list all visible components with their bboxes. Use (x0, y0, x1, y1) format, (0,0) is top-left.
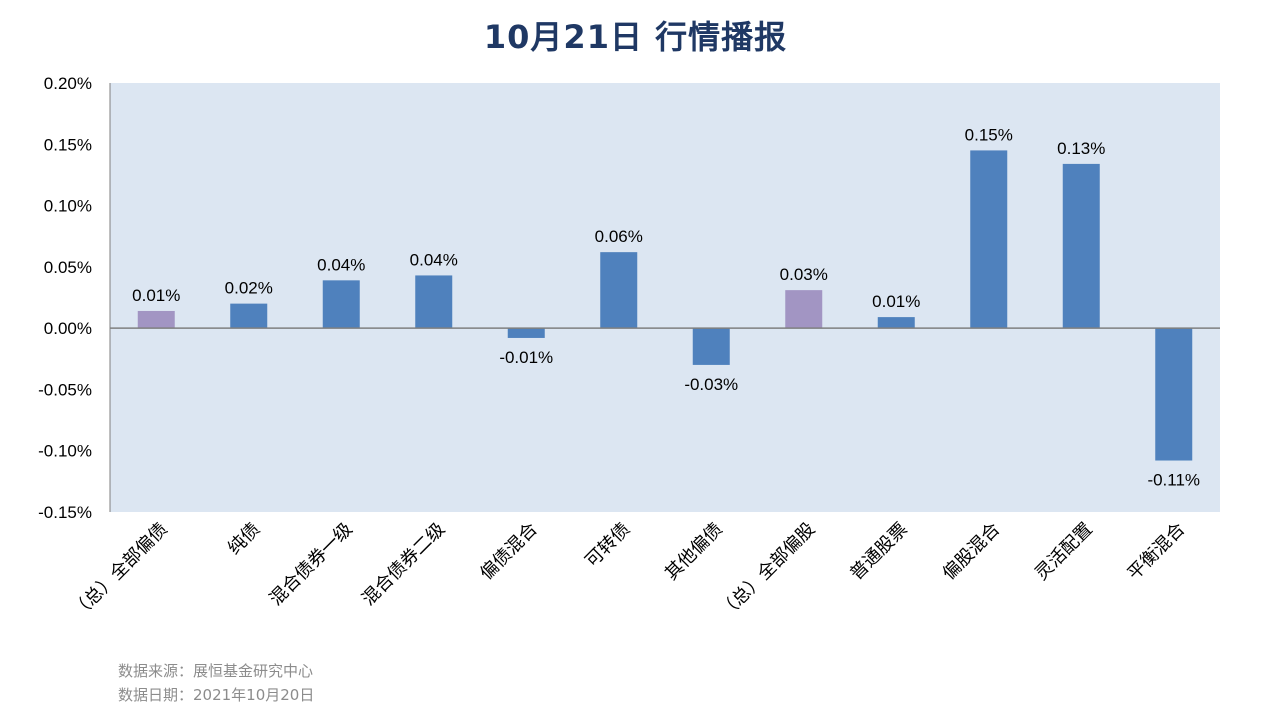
x-tick-label: 混合债券二级 (358, 519, 449, 610)
x-tick-label: 偏债混合 (476, 519, 542, 585)
x-tick-label: 可转债 (581, 519, 634, 572)
x-tick-label: （总）全部偏债 (68, 519, 172, 623)
data-label: -0.11% (1147, 471, 1200, 490)
y-tick-label: -0.15% (38, 503, 92, 522)
bars (137, 150, 1193, 461)
x-axis-labels: （总）全部偏债 纯债 混合债券一级 混合债券二级 偏债混合 可转债 其他偏债（总）全部偏股普… (68, 519, 1189, 623)
x-tick-label: 灵活配置 (1031, 519, 1097, 585)
y-tick-label: 0.20% (44, 74, 92, 93)
x-tick-label: 平衡混合 (1124, 519, 1190, 585)
bar (230, 303, 268, 329)
bar (137, 310, 175, 329)
bar (785, 290, 823, 329)
y-tick-label: -0.05% (38, 380, 92, 399)
data-label: 0.01% (132, 286, 180, 305)
x-tick-label: 其他偏债 (661, 519, 727, 585)
y-axis-ticks: 0.20% 0.15% 0.10% 0.05% 0.00% -0.05% -0.10% -0.… (38, 74, 92, 522)
data-label: 0.03% (780, 265, 828, 284)
bar (415, 275, 453, 329)
bar-chart: 0.20% 0.15% 0.10% 0.05% 0.00% -0.05% -0.10% -0.… (38, 74, 1220, 623)
y-tick-label: -0.10% (38, 442, 92, 461)
data-label: 0.15% (965, 125, 1013, 144)
data-label: -0.03% (684, 375, 738, 394)
y-tick-label: 0.00% (44, 319, 92, 338)
data-label: 0.06% (595, 227, 643, 246)
source-note: 数据来源：展恒基金研究中心 (118, 662, 314, 680)
bar (1062, 163, 1100, 329)
x-tick-label: 普通股票 (846, 519, 912, 585)
x-tick-label: 偏股混合 (939, 519, 1005, 585)
x-tick-label: 纯债 (224, 519, 264, 559)
data-label: 0.04% (410, 250, 458, 269)
data-label: 0.01% (872, 292, 920, 311)
bar (692, 328, 730, 365)
page-title: 10月21日 行情播报 (483, 18, 788, 56)
y-tick-label: 0.10% (44, 197, 92, 216)
x-tick-label: 混合债券一级 (266, 519, 357, 610)
data-label: -0.01% (499, 348, 553, 367)
data-label: 0.13% (1057, 139, 1105, 158)
bar (970, 150, 1008, 329)
bar (322, 280, 360, 329)
date-note: 数据日期：2021年10月20日 (118, 686, 315, 704)
bar (1155, 328, 1193, 461)
data-label: 0.02% (225, 279, 273, 298)
plot-area (110, 83, 1220, 512)
bar (507, 328, 545, 338)
y-tick-label: 0.05% (44, 258, 92, 277)
data-labels: 0.01% 0.02% 0.04% 0.04% -0.01% 0.06% -0.03% 0.0… (132, 125, 1200, 489)
bar (877, 317, 915, 329)
data-label: 0.04% (317, 255, 365, 274)
x-tick-label: （总）全部偏股 (715, 519, 819, 623)
y-tick-label: 0.15% (44, 135, 92, 154)
bar (600, 252, 638, 329)
